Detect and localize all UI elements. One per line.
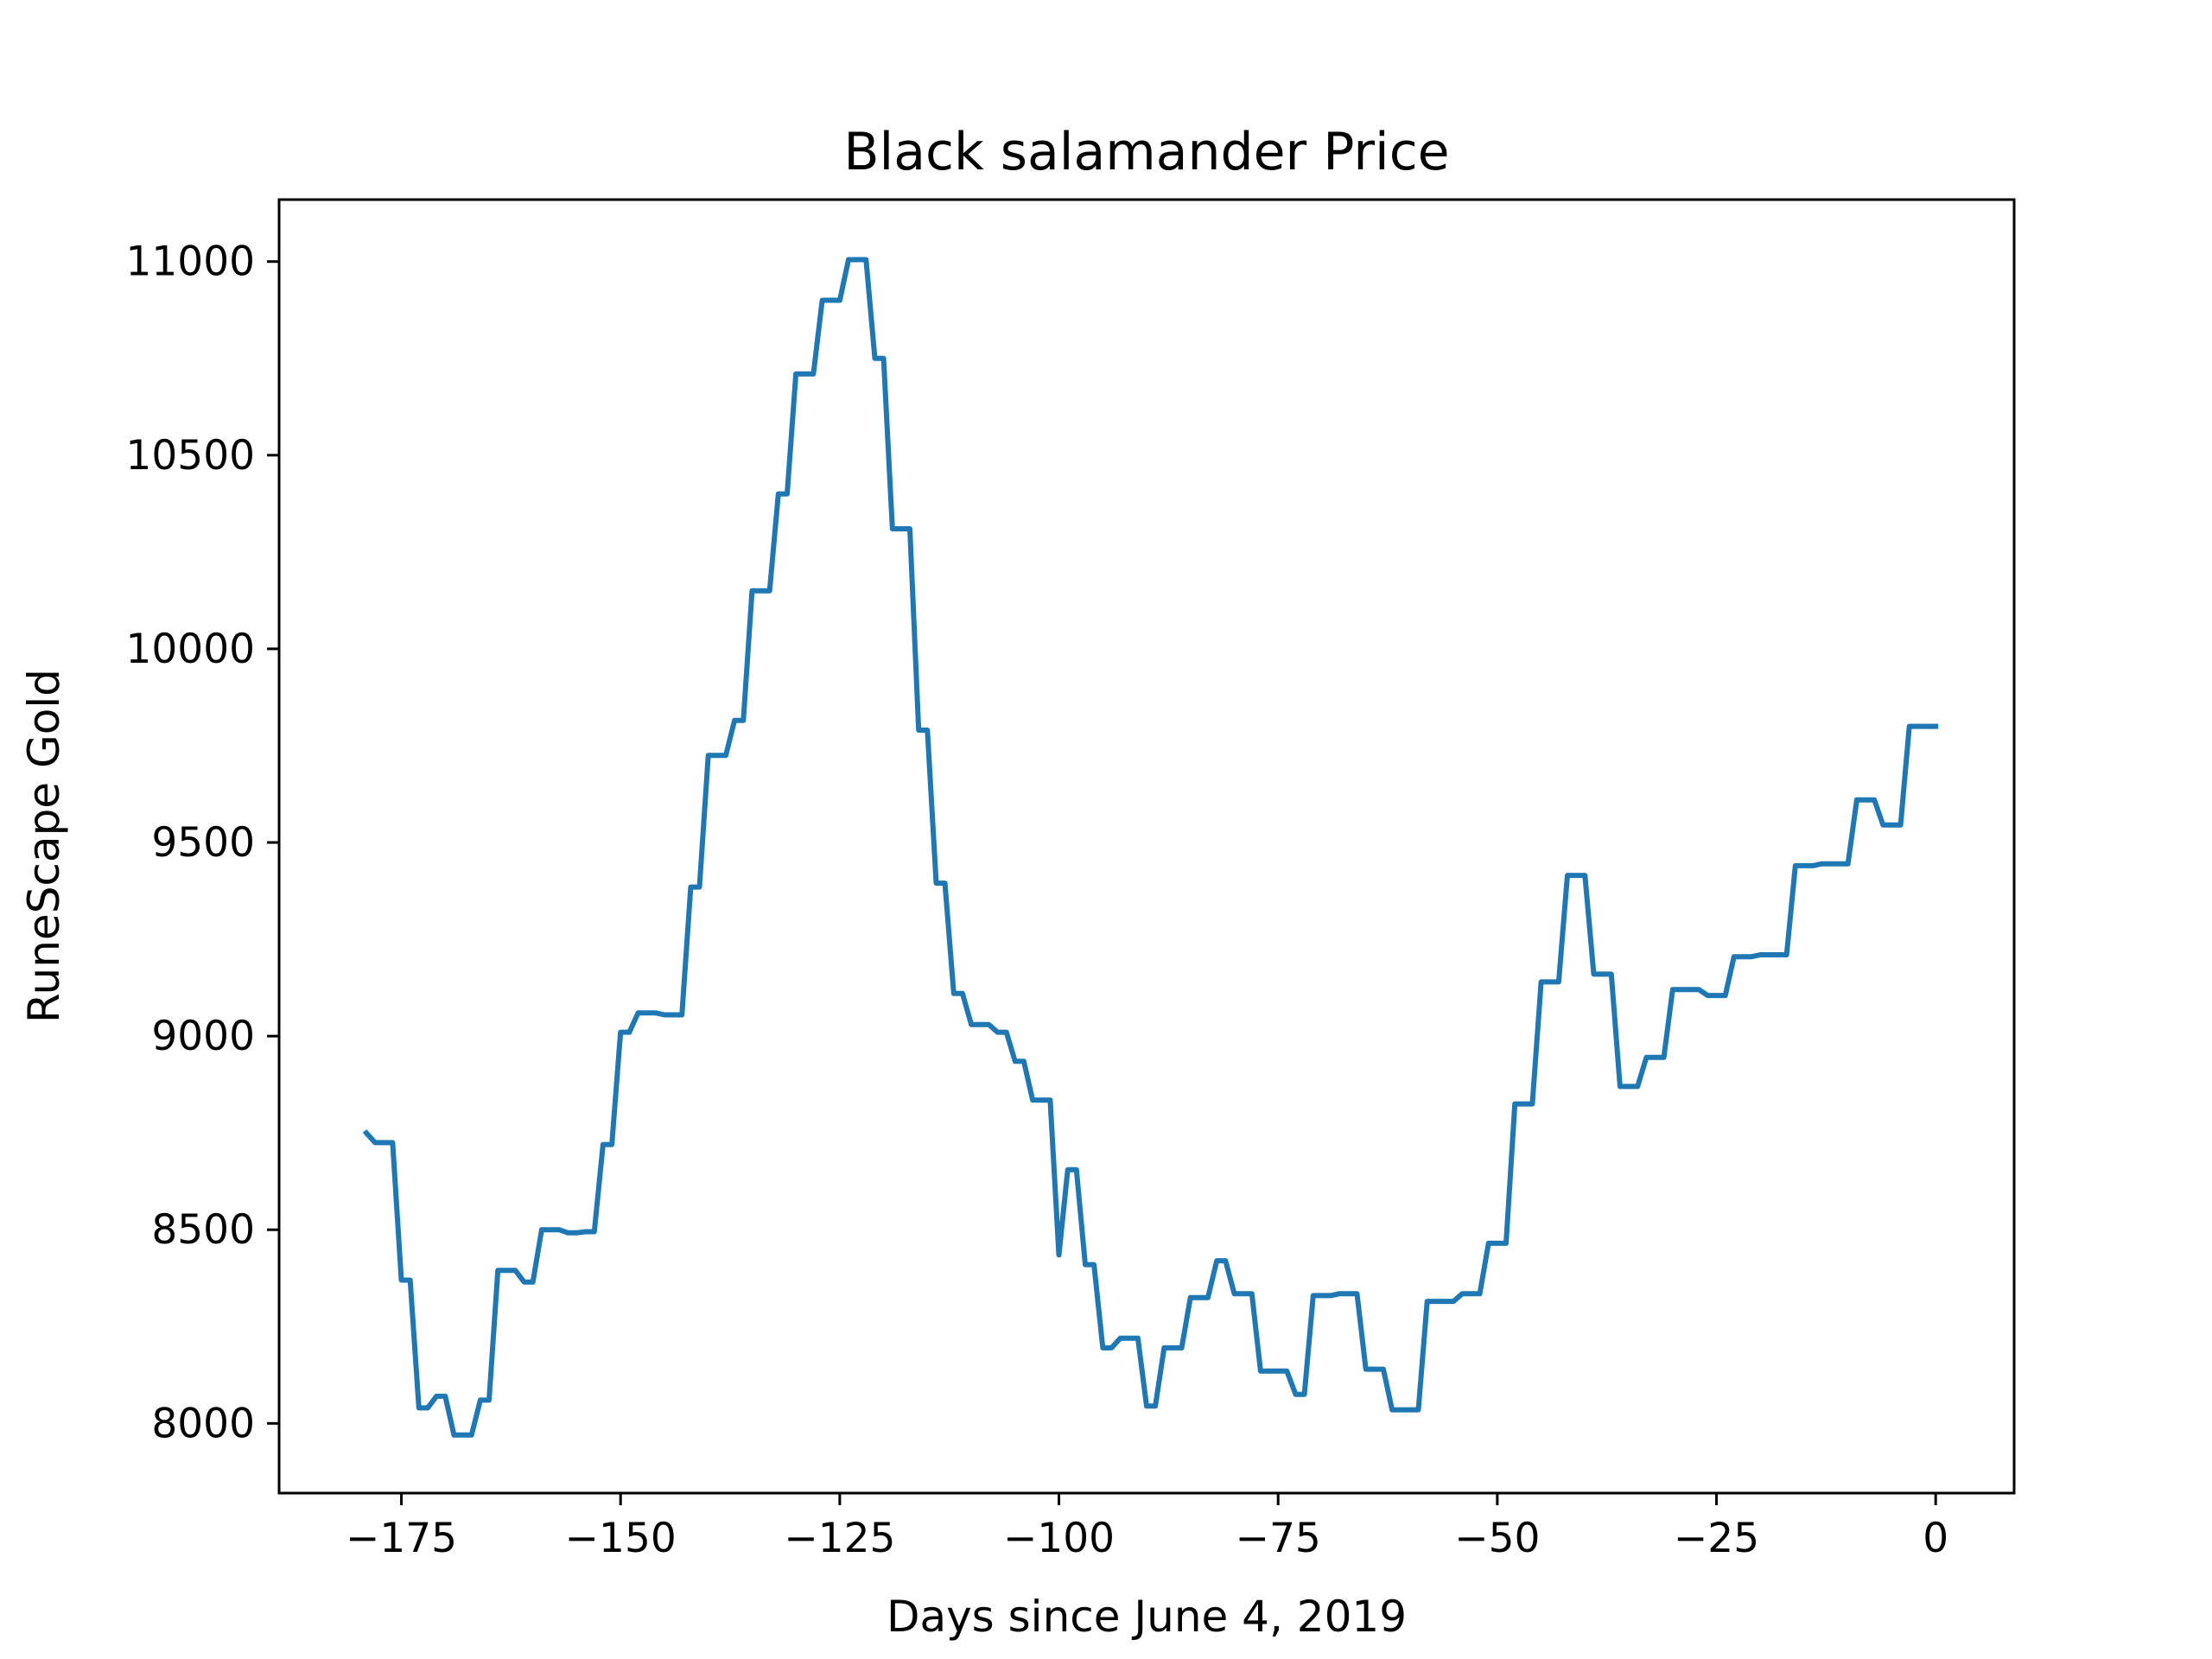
series-line-price (362, 257, 1939, 1438)
x-axis-label: Days since June 4, 2019 (887, 1592, 1407, 1642)
chart-title: Black salamander Price (843, 122, 1449, 182)
y-tick-label: 10000 (125, 626, 255, 673)
plot-area-frame (277, 198, 2016, 1495)
x-tick-label: 0 (1923, 1515, 1948, 1562)
y-axis-label: RuneScape Gold (19, 669, 69, 1023)
x-tick-label: −50 (1454, 1515, 1540, 1562)
y-tick-label: 9000 (151, 1013, 255, 1060)
y-tick-label: 10500 (125, 432, 255, 480)
y-tick-label: 11000 (125, 238, 255, 286)
x-tick-label: −150 (565, 1515, 677, 1562)
y-axis-ticks: 8000 8500 9000 9500 10000 10500 11000 (125, 238, 279, 1447)
x-tick-label: −100 (1003, 1515, 1115, 1562)
x-tick-label: −25 (1674, 1515, 1759, 1562)
y-tick-label: 8500 (151, 1206, 255, 1254)
x-tick-label: −75 (1236, 1515, 1321, 1562)
y-tick-label: 8000 (151, 1400, 255, 1447)
x-tick-label: −125 (784, 1515, 895, 1562)
y-tick-label: 9500 (151, 819, 255, 867)
x-tick-label: −175 (346, 1515, 457, 1562)
x-axis-ticks: −175 −150 −125 −100 −75 −50 −25 0 (346, 1493, 1948, 1562)
